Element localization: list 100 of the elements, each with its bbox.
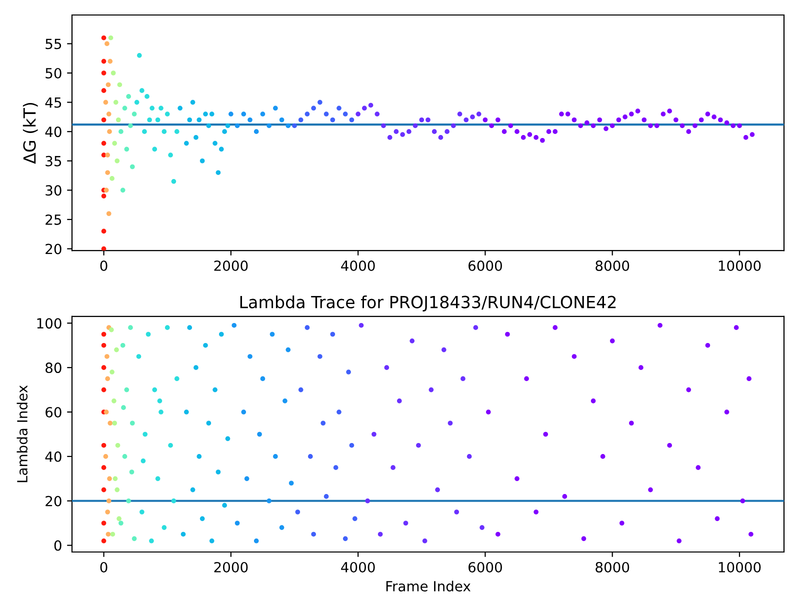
point (572, 117, 577, 122)
point (120, 342, 126, 348)
point (590, 398, 596, 404)
point (101, 228, 106, 234)
point (451, 123, 456, 128)
point (308, 454, 313, 459)
point (212, 387, 218, 392)
point (629, 112, 634, 116)
point (187, 325, 192, 330)
point (648, 487, 653, 492)
point (514, 476, 520, 482)
point (520, 135, 526, 140)
point (320, 420, 326, 426)
point (403, 520, 408, 526)
x-tick-label: 0 (100, 562, 108, 572)
point (140, 88, 144, 93)
point (426, 117, 430, 122)
point (486, 410, 491, 414)
point (416, 442, 421, 448)
point (496, 117, 500, 122)
point (140, 458, 146, 464)
point (101, 520, 106, 526)
point (254, 129, 259, 134)
point (298, 387, 304, 392)
point (286, 347, 291, 352)
point (590, 123, 596, 128)
point (724, 120, 730, 126)
point (419, 117, 424, 122)
point (101, 365, 106, 370)
point (365, 498, 370, 504)
y-tick-label: 55 (46, 38, 62, 50)
point (228, 112, 234, 116)
point (101, 465, 106, 470)
point (476, 112, 482, 116)
point (705, 112, 710, 116)
point (130, 420, 135, 426)
point (534, 135, 538, 140)
point (168, 442, 173, 448)
point (489, 123, 494, 128)
point (101, 442, 106, 448)
point (610, 123, 615, 128)
point (257, 432, 262, 437)
point (241, 410, 246, 414)
point (356, 112, 360, 116)
point (438, 135, 444, 140)
point (374, 112, 380, 116)
point (260, 376, 266, 382)
x-tick-label: 10000 (718, 260, 761, 271)
point (206, 420, 212, 426)
point (600, 454, 606, 459)
point (304, 112, 310, 116)
point (200, 158, 205, 164)
point (222, 502, 227, 508)
point (638, 365, 644, 370)
point (730, 123, 736, 128)
point (270, 332, 275, 337)
point (120, 188, 126, 193)
point (234, 123, 240, 128)
point (155, 117, 160, 122)
point (298, 117, 304, 122)
chart-title: Lambda Trace for PROJ18433/RUN4/CLONE42 (240, 295, 616, 312)
point (552, 129, 558, 134)
point (203, 342, 208, 348)
point (432, 129, 437, 134)
point (107, 476, 112, 482)
point (648, 123, 653, 128)
point (508, 123, 514, 128)
point (106, 211, 112, 216)
point (543, 432, 548, 437)
point (396, 398, 402, 404)
point (114, 158, 120, 164)
point (346, 370, 351, 374)
point (118, 520, 124, 526)
point (101, 487, 106, 492)
point (330, 332, 336, 337)
point (126, 498, 131, 504)
point (114, 487, 120, 492)
point (105, 152, 110, 158)
point (122, 106, 128, 111)
point (232, 322, 237, 328)
point (129, 470, 134, 474)
x-tick-label: 4000 (341, 562, 375, 572)
point (190, 487, 196, 492)
point (106, 82, 111, 88)
point (101, 246, 106, 251)
point (158, 106, 164, 111)
point (714, 516, 720, 522)
point (288, 480, 294, 486)
point (115, 442, 120, 448)
point (108, 58, 113, 64)
point (460, 376, 466, 382)
point (162, 525, 167, 530)
point (295, 510, 300, 514)
point (342, 536, 348, 542)
point (743, 135, 748, 140)
point (480, 525, 484, 530)
point (114, 347, 119, 352)
point (105, 376, 110, 382)
point (136, 354, 142, 359)
point (279, 525, 284, 530)
